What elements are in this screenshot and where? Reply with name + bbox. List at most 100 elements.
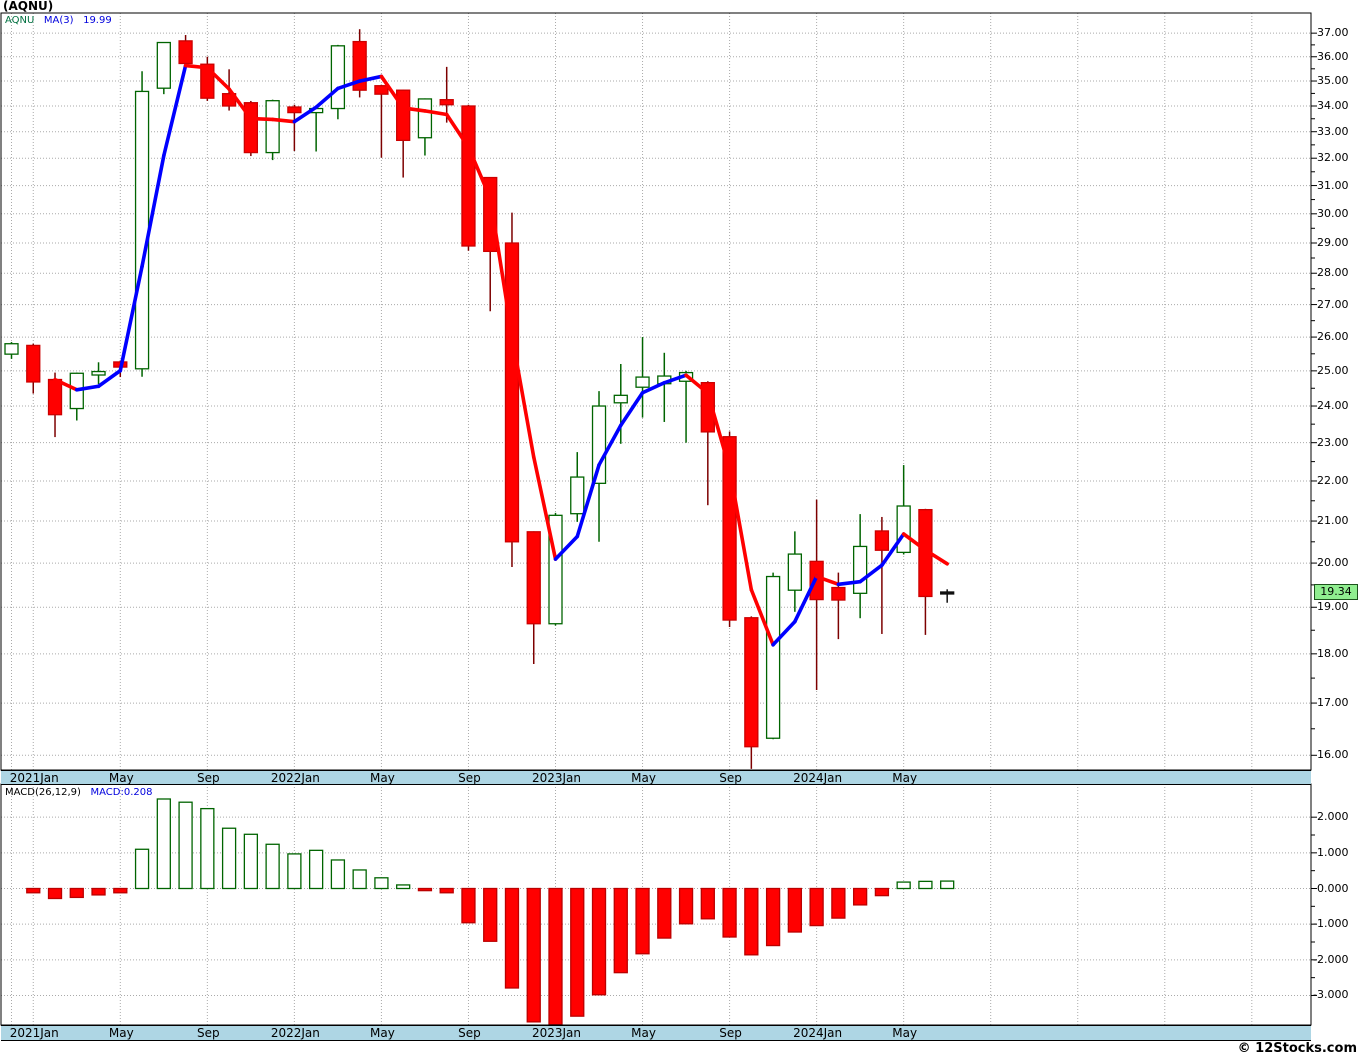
macd-bar-negative — [483, 887, 498, 942]
macd-panel-border — [0, 783, 1312, 1026]
ma-line-down-segment — [706, 391, 732, 471]
ma-line-up-segment — [553, 534, 580, 561]
candle-up — [896, 505, 911, 554]
ma-line-down-segment — [510, 333, 536, 459]
copyright-text: © 12Stocks.com — [1237, 1041, 1357, 1056]
candle-up — [635, 376, 650, 388]
ma-line-down-segment — [727, 466, 754, 592]
price-tick-label: 21.00 — [1317, 514, 1349, 528]
date-tick-label: May — [892, 1026, 918, 1040]
macd-tick-label: -1.000 — [1313, 917, 1349, 931]
ma-line-down-segment — [531, 455, 558, 561]
macd-bar-negative — [461, 887, 476, 924]
date-tick-label: Sep — [458, 771, 481, 785]
macd-bar-negative — [439, 887, 454, 894]
date-tick-label: 2024Jan — [793, 771, 843, 785]
price-tick-label: 29.00 — [1317, 236, 1349, 249]
ma-line-up-segment — [292, 105, 318, 124]
date-tick-label: 2022Jan — [270, 771, 320, 785]
candle-down — [352, 40, 367, 91]
legend-ma-value: 19.99 — [83, 15, 112, 26]
date-tick-label: 2021Jan — [9, 771, 59, 785]
macd-bar-negative — [657, 887, 672, 939]
macd-bar-negative — [787, 887, 803, 933]
date-tick-label: 2023Jan — [531, 1026, 582, 1040]
ma-line-down-segment — [53, 377, 79, 392]
price-tick-label: 22.00 — [1317, 473, 1349, 487]
last-price-badge: 19.34 — [1314, 583, 1358, 600]
candle-down — [47, 378, 63, 416]
macd-bar-negative — [874, 887, 890, 897]
price-tick-label: 37.00 — [1317, 26, 1349, 40]
ma-line-up-segment — [74, 384, 101, 392]
candle-up — [265, 100, 280, 154]
macd-bar-positive — [134, 848, 150, 890]
ma-line-up-segment — [357, 74, 384, 83]
macd-bar-positive — [221, 827, 237, 890]
price-tick-label: 25.00 — [1317, 363, 1349, 377]
ma-line-down-segment — [249, 116, 275, 122]
date-tick-label: 2022Jan — [270, 1026, 320, 1040]
ma-line-down-segment — [749, 587, 775, 647]
ma-line-down-segment — [901, 532, 928, 552]
macd-legend-name: MACD(26,12,9) — [5, 787, 81, 798]
candle-up — [4, 343, 19, 355]
date-tick-label: Sep — [197, 1026, 220, 1040]
macd-bar-negative — [591, 887, 607, 996]
price-tick-label: 24.00 — [1317, 399, 1349, 413]
price-tick-label: 32.00 — [1317, 151, 1349, 165]
date-tick-label: 2021Jan — [9, 1026, 59, 1040]
ma-line-down-segment — [488, 196, 514, 338]
ma-line-down-segment — [466, 145, 493, 200]
date-tick-label: May — [631, 1026, 656, 1040]
macd-tick-label: 1.000 — [1317, 845, 1349, 859]
ma-line-down-segment — [183, 63, 210, 70]
date-tick-label: Sep — [719, 1026, 742, 1040]
macd-bar-negative — [47, 887, 63, 900]
macd-bar-positive — [374, 877, 389, 890]
macd-bar-positive — [200, 807, 215, 890]
candle-down — [744, 617, 759, 748]
ma-line-down-segment — [814, 574, 841, 587]
macd-bar-positive — [308, 849, 324, 890]
candle-down — [461, 105, 476, 247]
price-tick-label: 31.00 — [1317, 178, 1349, 192]
ma-line-up-segment — [640, 380, 667, 395]
macd-bar-negative — [765, 887, 781, 947]
candle-doji — [940, 591, 955, 595]
date-tick-label: 2023Jan — [531, 771, 582, 785]
candle-down — [504, 242, 520, 543]
candle-down — [526, 531, 541, 625]
candle-down — [483, 176, 498, 253]
price-tick-label: 35.00 — [1317, 74, 1349, 88]
ma-line-down-segment — [270, 117, 297, 124]
candle-down — [439, 99, 454, 106]
price-tick-label: 33.00 — [1317, 124, 1349, 138]
macd-bar-positive — [287, 853, 302, 890]
date-tick-label: Sep — [458, 1026, 481, 1040]
ma-line-up-segment — [880, 532, 906, 568]
date-tick-label: Sep — [197, 771, 220, 785]
macd-bar-negative — [548, 887, 563, 1026]
candle-up — [787, 553, 803, 591]
macd-bar-positive — [940, 880, 955, 890]
date-tick-label: May — [108, 1026, 134, 1040]
macd-bar-positive — [330, 859, 346, 890]
macd-bar-negative — [504, 887, 520, 989]
macd-bar-negative — [69, 887, 84, 899]
macd-bar-negative — [91, 887, 106, 896]
macd-bar-negative — [700, 887, 715, 920]
macd-bar-positive — [396, 884, 411, 890]
candle-down — [700, 382, 715, 433]
date-tick-label: Sep — [719, 771, 742, 785]
macd-bar-negative — [722, 887, 737, 938]
date-tick-label: May — [892, 771, 918, 785]
macd-bar-negative — [113, 887, 128, 894]
macd-bar-negative — [831, 887, 846, 919]
ma-line-up-segment — [836, 579, 862, 587]
candle-up — [156, 41, 171, 89]
price-tick-label: 20.00 — [1317, 556, 1349, 570]
date-tick-label: May — [370, 771, 395, 785]
